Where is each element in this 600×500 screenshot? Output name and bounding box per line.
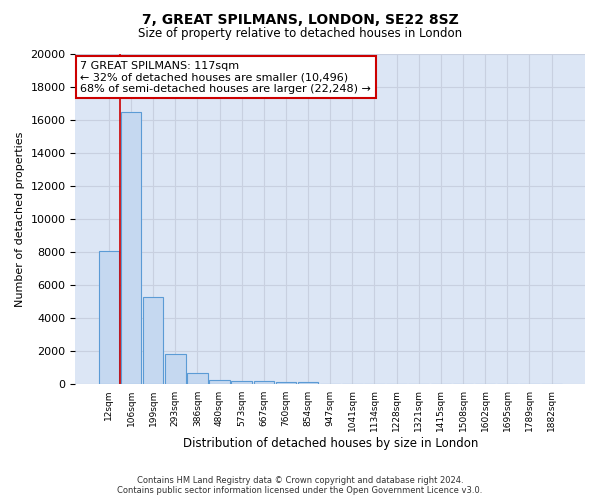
Bar — [121, 112, 141, 384]
Text: 7 GREAT SPILMANS: 117sqm
← 32% of detached houses are smaller (10,496)
68% of se: 7 GREAT SPILMANS: 117sqm ← 32% of detach… — [80, 60, 371, 94]
Bar — [187, 373, 208, 384]
Bar — [98, 250, 119, 384]
Text: Size of property relative to detached houses in London: Size of property relative to detached ho… — [138, 28, 462, 40]
Bar — [254, 381, 274, 384]
Text: 7, GREAT SPILMANS, LONDON, SE22 8SZ: 7, GREAT SPILMANS, LONDON, SE22 8SZ — [142, 12, 458, 26]
Bar — [275, 382, 296, 384]
Bar — [298, 382, 319, 384]
Bar — [165, 354, 185, 384]
X-axis label: Distribution of detached houses by size in London: Distribution of detached houses by size … — [182, 437, 478, 450]
Bar — [209, 380, 230, 384]
Text: Contains HM Land Registry data © Crown copyright and database right 2024.
Contai: Contains HM Land Registry data © Crown c… — [118, 476, 482, 495]
Bar — [143, 297, 163, 384]
Y-axis label: Number of detached properties: Number of detached properties — [15, 132, 25, 307]
Bar — [232, 380, 252, 384]
